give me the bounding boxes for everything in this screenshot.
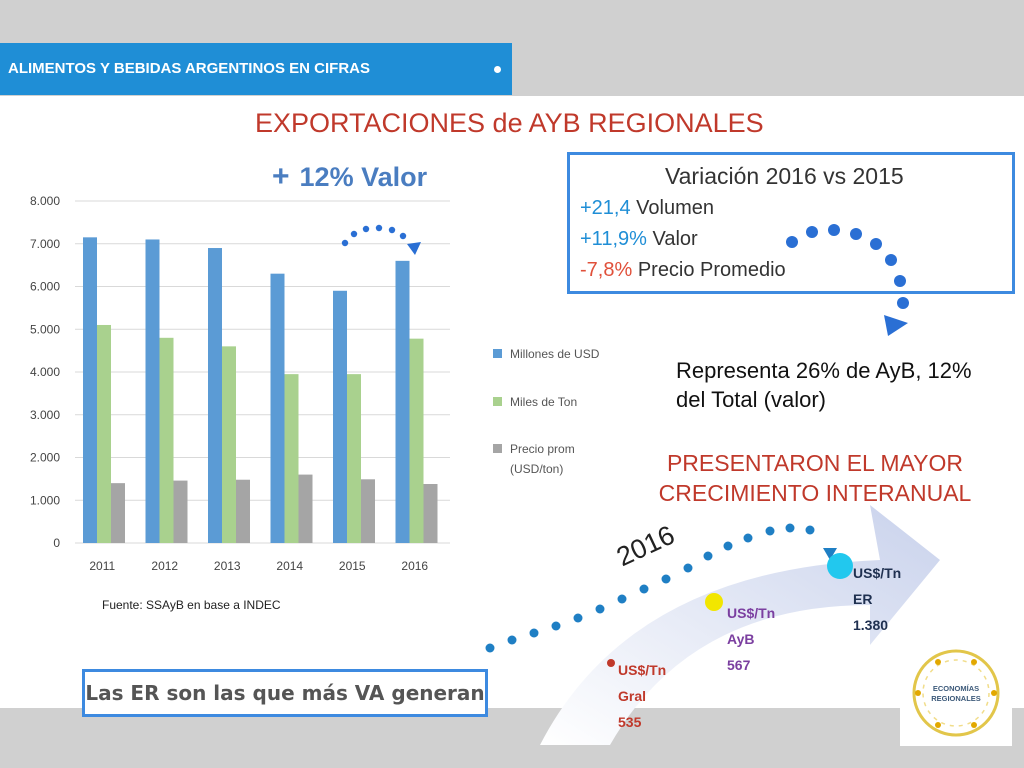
bar-2	[409, 338, 424, 543]
label-gral-value: 535	[618, 714, 642, 730]
logo-icon: ECONOMÍAS REGIONALES	[912, 649, 1000, 737]
bar-1	[395, 260, 410, 543]
bar-3	[423, 484, 438, 543]
bar-3	[361, 479, 375, 543]
legend-label: Precio prom	[510, 442, 575, 456]
label-er-unit: US$/Tn	[853, 565, 902, 581]
x-tick-label: 2015	[339, 559, 366, 573]
marker-gral	[607, 659, 615, 667]
bar-1	[83, 237, 97, 543]
x-tick-label: 2016	[401, 559, 428, 573]
bar-2	[222, 346, 236, 543]
growth-headline: PRESENTARON EL MAYOR CRECIMIENTO INTERAN…	[658, 450, 972, 506]
value-label: Valor	[652, 228, 698, 250]
bar-1	[270, 273, 285, 543]
price-line: -7,8% Precio Promedio	[580, 259, 786, 282]
bar-3	[236, 479, 250, 543]
value-value: +11,9%	[580, 228, 647, 250]
bar-3	[111, 483, 125, 543]
label-ayb-value: 567	[727, 657, 751, 673]
label-er: US$/Tn ER 1.380	[853, 560, 901, 638]
y-tick-label: 4.000	[30, 365, 60, 379]
bar-2	[159, 337, 174, 543]
y-tick-label: 6.000	[30, 280, 60, 294]
legend-label: (USD/ton)	[510, 462, 563, 476]
y-tick-label: 5.000	[30, 322, 60, 336]
label-er-value: 1.380	[853, 617, 889, 633]
bar-2	[284, 374, 299, 543]
bar-1	[208, 248, 222, 543]
legend-label: Miles de Ton	[510, 395, 577, 409]
small-dotted-arrow	[341, 224, 421, 255]
marker-ayb	[705, 593, 723, 611]
bar-2	[97, 324, 111, 543]
x-tick-label: 2013	[214, 559, 241, 573]
price-label: Precio Promedio	[637, 259, 786, 281]
volume-label: Volumen	[636, 197, 715, 219]
x-tick-label: 2012	[151, 559, 178, 573]
timeline-dots	[485, 523, 837, 653]
source-note: Fuente: SSAyB en base a INDEC	[102, 598, 281, 612]
value-line: +11,9% Valor	[580, 228, 698, 251]
legend-swatch	[493, 349, 502, 358]
label-er-name: ER	[853, 591, 873, 607]
svg-text:REGIONALES: REGIONALES	[931, 694, 981, 703]
main-title: EXPORTACIONES de AYB REGIONALES	[255, 108, 764, 138]
growth-label: +12% Valor	[272, 160, 427, 194]
header-dot	[494, 66, 501, 73]
growth-arrow	[485, 505, 940, 745]
bar-3	[298, 474, 313, 543]
legend-swatch	[493, 444, 502, 453]
legend-label: Millones de USD	[510, 347, 600, 361]
x-tick-label: 2014	[276, 559, 303, 573]
marker-er	[827, 553, 853, 579]
price-value: -7,8%	[580, 259, 633, 281]
label-gral-unit: US$/Tn	[618, 662, 667, 678]
variation-title: Variación 2016 vs 2015	[665, 163, 904, 189]
bar-chart: 8.000 7.000 6.000 5.000 4.000 3.000 2.000 1.000…	[30, 194, 600, 573]
label-ayb-name: AyB	[727, 631, 755, 647]
volume-value: +21,4	[580, 197, 631, 219]
bar-1	[145, 239, 160, 543]
variation-box: Variación 2016 vs 2015 +21,4 Volumen +11…	[567, 152, 1015, 294]
y-tick-label: 0	[53, 536, 60, 550]
svg-text:ECONOMÍAS: ECONOMÍAS	[933, 684, 979, 693]
x-tick-label: 2011	[89, 559, 115, 573]
bar-2	[347, 374, 361, 543]
label-ayb: US$/Tn AyB 567	[727, 600, 775, 678]
economias-regionales-logo: ECONOMÍAS REGIONALES	[900, 640, 1012, 746]
bar-1	[333, 290, 347, 543]
label-ayb-unit: US$/Tn	[727, 605, 776, 621]
label-gral: US$/Tn Gral 535	[618, 657, 666, 735]
plus-icon: +	[272, 160, 290, 193]
y-tick-label: 3.000	[30, 408, 60, 422]
y-tick-label: 1.000	[30, 493, 60, 507]
y-tick-label: 8.000	[30, 194, 60, 208]
y-tick-label: 7.000	[30, 237, 60, 251]
bottom-band	[0, 708, 1024, 768]
label-gral-name: Gral	[618, 688, 647, 704]
er-statement-box: Las ER son las que más VA generan	[82, 669, 488, 717]
legend-swatch	[493, 397, 502, 406]
growth-text: 12% Valor	[299, 162, 428, 192]
represents-text: Representa 26% de AyB, 12% del Total (va…	[676, 358, 972, 412]
bar-3	[173, 480, 188, 543]
large-dotted-arrow	[786, 224, 909, 336]
y-tick-label: 2.000	[30, 451, 60, 465]
header-title: ALIMENTOS Y BEBIDAS ARGENTINOS EN CIFRAS	[0, 43, 512, 95]
volume-line: +21,4 Volumen	[580, 197, 714, 220]
